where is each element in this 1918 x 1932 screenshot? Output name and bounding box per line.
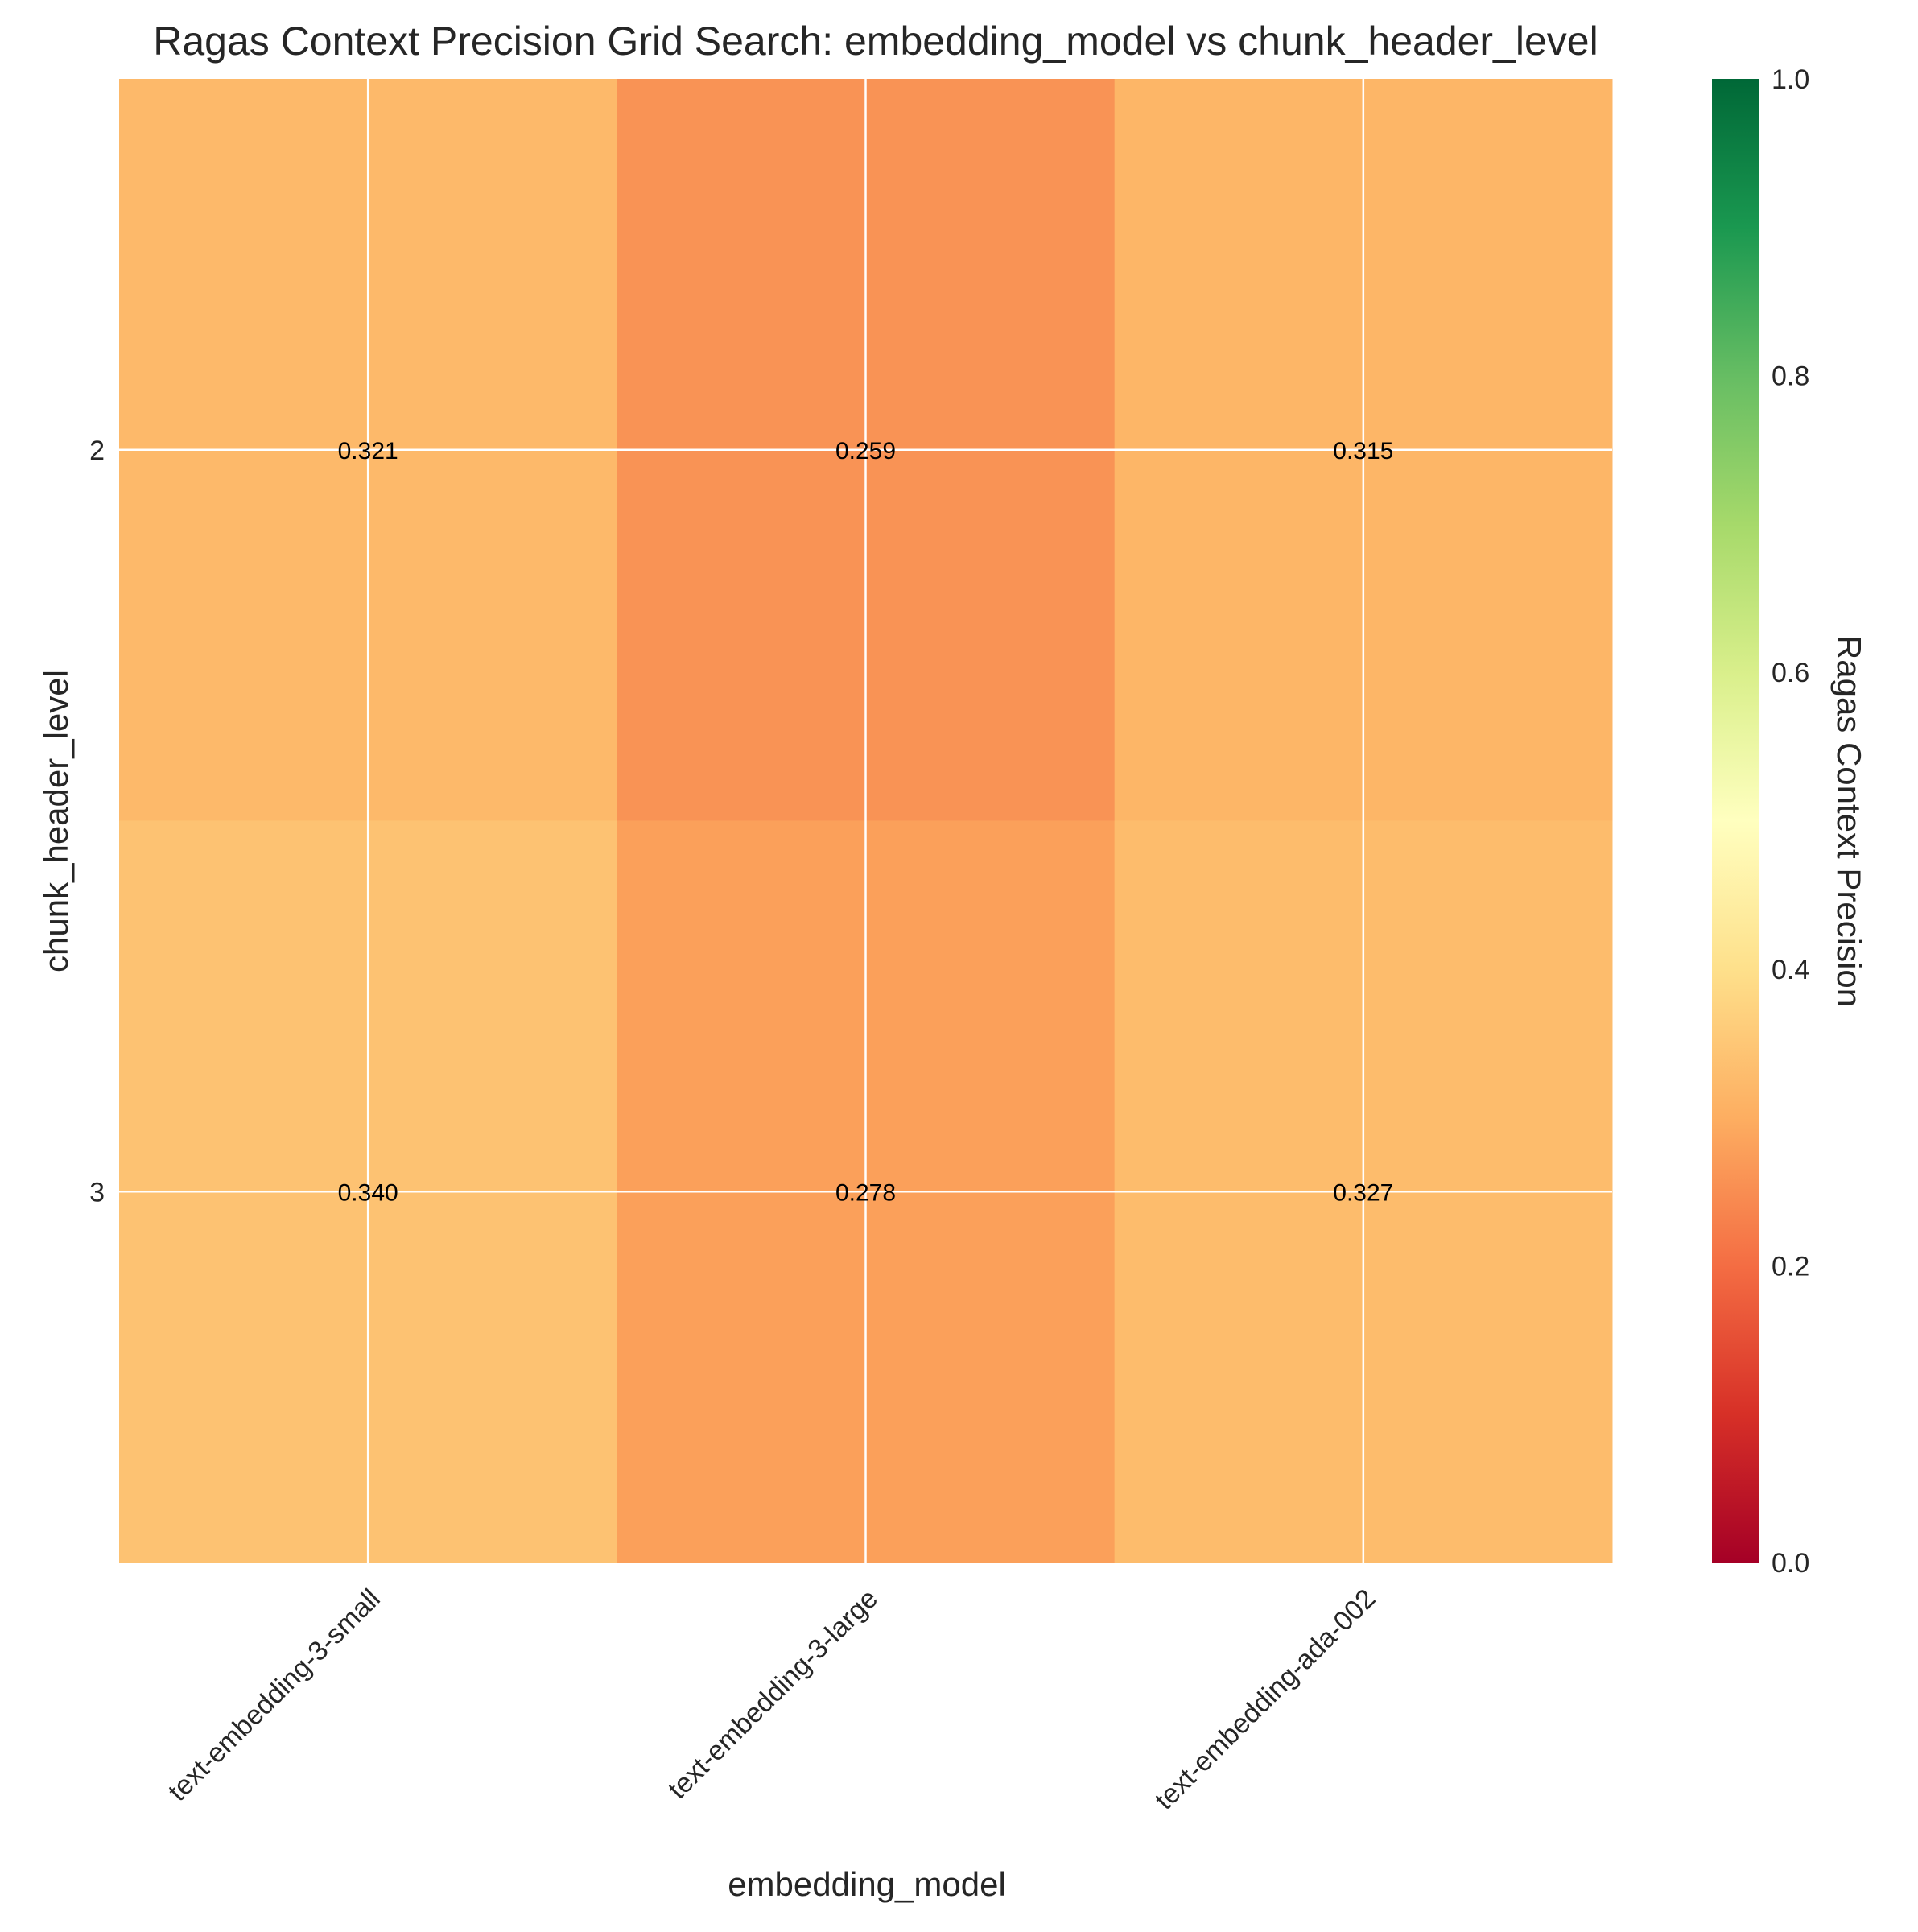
x-tick-label: text-embedding-3-large	[662, 1583, 884, 1805]
colorbar	[1712, 79, 1759, 1563]
colorbar-tick-label: 0.0	[1772, 1548, 1809, 1579]
cell-value-label: 0.327	[1333, 1179, 1393, 1206]
colorbar-tick-label: 1.0	[1772, 64, 1809, 95]
colorbar-tick-labels: 0.0 0.2 0.4 0.6 0.8 1.0	[1772, 64, 1809, 1579]
cell-value-label: 0.321	[338, 438, 398, 464]
y-tick-label: 2	[89, 436, 105, 466]
colorbar-tick-label: 0.4	[1772, 955, 1809, 985]
chart-title: Ragas Context Precision Grid Search: emb…	[153, 19, 1598, 64]
y-tick-label: 3	[89, 1177, 105, 1208]
colorbar-tick-label: 0.6	[1772, 658, 1809, 688]
y-tick-labels: 23	[89, 436, 105, 1208]
colorbar-label: Ragas Context Precision	[1830, 635, 1868, 1007]
cell-value-label: 0.315	[1333, 438, 1393, 464]
x-axis-label: embedding_model	[728, 1865, 1006, 1903]
x-tick-label: text-embedding-3-small	[163, 1583, 386, 1807]
cell-value-labels: 0.321 0.259 0.315 0.340 0.278 0.327	[338, 438, 1394, 1207]
x-tick-labels: text-embedding-3-small text-embedding-3-l…	[163, 1583, 1382, 1816]
colorbar-tick-label: 0.2	[1772, 1251, 1809, 1282]
colorbar-tick-label: 0.8	[1772, 361, 1809, 392]
y-axis-label: chunk_header_level	[37, 670, 75, 972]
cell-value-label: 0.278	[835, 1179, 896, 1206]
cell-value-label: 0.340	[338, 1179, 398, 1206]
cell-value-label: 0.259	[835, 438, 896, 464]
heatmap-gridlines	[119, 79, 1612, 1563]
x-tick-label: text-embedding-ada-002	[1149, 1583, 1382, 1816]
